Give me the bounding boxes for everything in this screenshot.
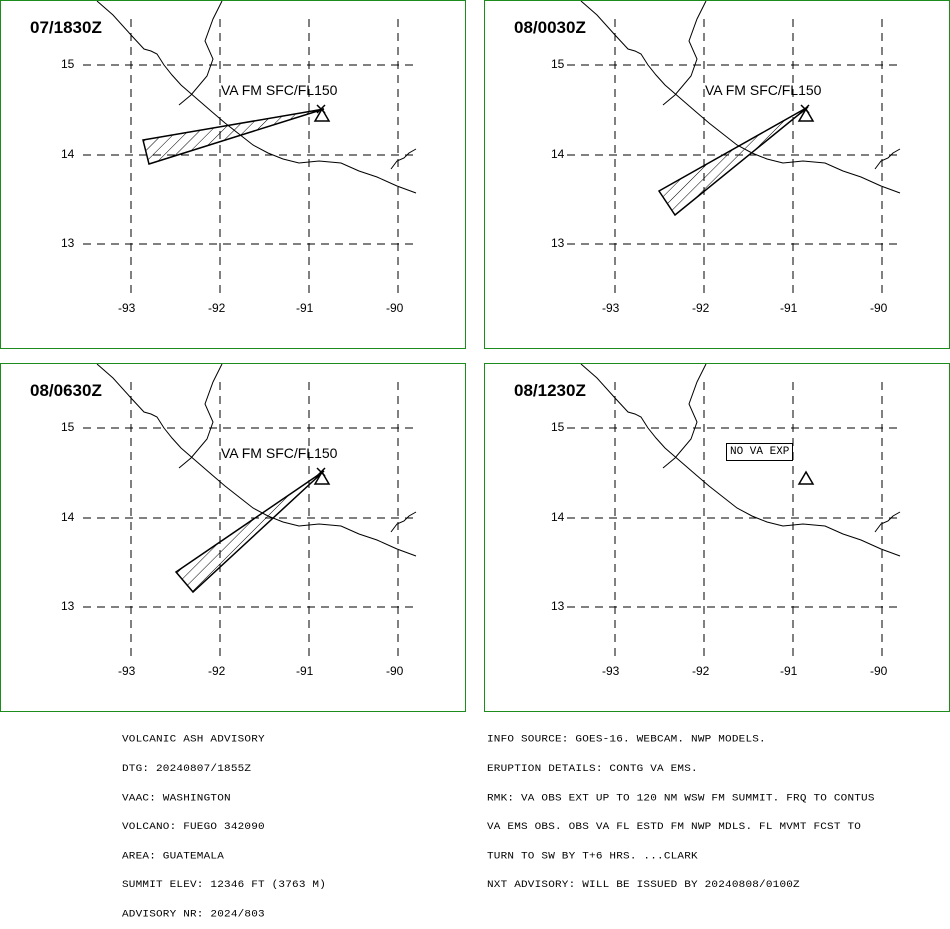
advisory-remarks: INFO SOURCE: GOES-16. WEBCAM. NWP MODELS… — [487, 716, 875, 900]
lon-label: -92 — [208, 664, 226, 678]
volcano-icon — [797, 104, 815, 122]
map-t6 — [567, 1, 901, 297]
forecast-panel-t12: 08/0630Z VA FM SFC/FL150 15 14 13 -93 -9… — [0, 363, 466, 712]
forecast-panel-t6: 08/0030Z VA FM SFC/FL150 15 14 13 -93 -9… — [484, 0, 950, 349]
lat-label: 13 — [61, 236, 75, 250]
coastline — [580, 364, 901, 557]
forecast-time: 07/1830Z — [30, 18, 102, 37]
advisory-line: RMK: VA OBS EXT UP TO 120 NM WSW FM SUMM… — [487, 792, 875, 804]
lon-label: -90 — [870, 664, 888, 678]
lon-label: -91 — [780, 664, 798, 678]
advisory-line: VAAC: WASHINGTON — [122, 792, 231, 804]
forecast-time: 08/1230Z — [514, 381, 586, 400]
no-ash-expected-label: NO VA EXP — [726, 443, 794, 461]
map-t0 — [83, 1, 417, 297]
lon-label: -92 — [692, 301, 710, 315]
lat-label: 14 — [551, 147, 565, 161]
coastline — [96, 1, 417, 194]
forecast-time: 08/0630Z — [30, 381, 102, 400]
forecast-time: 08/0030Z — [514, 18, 586, 37]
advisory-line: SUMMIT ELEV: 12346 FT (3763 M) — [122, 879, 327, 892]
advisory-line: ADVISORY NR: 2024/803 — [122, 908, 265, 921]
lon-label: -91 — [780, 301, 798, 315]
ash-level-label: VA FM SFC/FL150 — [705, 82, 822, 98]
lon-label: -90 — [870, 301, 888, 315]
ash-plume — [657, 106, 809, 217]
forecast-panel-t18: 08/1230Z 15 14 13 -93 -92 -91 -90 — [484, 363, 950, 712]
lat-label: 15 — [551, 57, 565, 71]
lon-label: -92 — [692, 664, 710, 678]
advisory-line: INFO SOURCE: GOES-16. WEBCAM. NWP MODELS… — [487, 734, 766, 746]
advisory-line: VOLCANIC ASH ADVISORY — [122, 734, 265, 746]
volcano-icon — [797, 470, 815, 485]
advisory-header: VOLCANIC ASH ADVISORY DTG: 20240807/1855… — [122, 716, 326, 929]
coastline — [580, 1, 901, 194]
ash-plume — [174, 470, 325, 594]
lat-label: 14 — [61, 147, 75, 161]
advisory-line: DTG: 20240807/1855Z — [122, 763, 252, 775]
lat-label: 14 — [551, 510, 565, 524]
lat-label: 15 — [61, 57, 75, 71]
advisory-line: NXT ADVISORY: WILL BE ISSUED BY 20240808… — [487, 879, 800, 892]
lon-label: -93 — [602, 301, 620, 315]
ash-plume — [142, 108, 325, 165]
lon-label: -93 — [602, 664, 620, 678]
lon-label: -91 — [296, 664, 314, 678]
lon-label: -92 — [208, 301, 226, 315]
advisory-line: VA EMS OBS. OBS VA FL ESTD FM NWP MDLS. … — [487, 821, 862, 834]
advisory-line: TURN TO SW BY T+6 HRS. ...CLARK — [487, 850, 698, 863]
volcano-icon — [313, 467, 331, 485]
map-t12 — [83, 364, 417, 660]
lat-label: 15 — [551, 420, 565, 434]
lon-label: -93 — [118, 664, 136, 678]
lat-label: 13 — [61, 599, 75, 613]
forecast-panel-t0: 07/1830Z VA FM SFC/FL150 15 14 13 -93 -9… — [0, 0, 466, 349]
advisory-line: ERUPTION DETAILS: CONTG VA EMS. — [487, 763, 698, 775]
advisory-line: AREA: GUATEMALA — [122, 850, 225, 863]
lon-label: -90 — [386, 664, 404, 678]
lat-label: 15 — [61, 420, 75, 434]
lon-label: -90 — [386, 301, 404, 315]
volcano-icon — [313, 104, 331, 122]
ash-level-label: VA FM SFC/FL150 — [221, 445, 338, 461]
lon-label: -93 — [118, 301, 136, 315]
coastline — [96, 364, 417, 557]
advisory-line: VOLCANO: FUEGO 342090 — [122, 821, 265, 834]
lon-label: -91 — [296, 301, 314, 315]
lat-label: 14 — [61, 510, 75, 524]
lat-label: 13 — [551, 236, 565, 250]
ash-level-label: VA FM SFC/FL150 — [221, 82, 338, 98]
map-t18 — [567, 364, 901, 660]
lat-label: 13 — [551, 599, 565, 613]
